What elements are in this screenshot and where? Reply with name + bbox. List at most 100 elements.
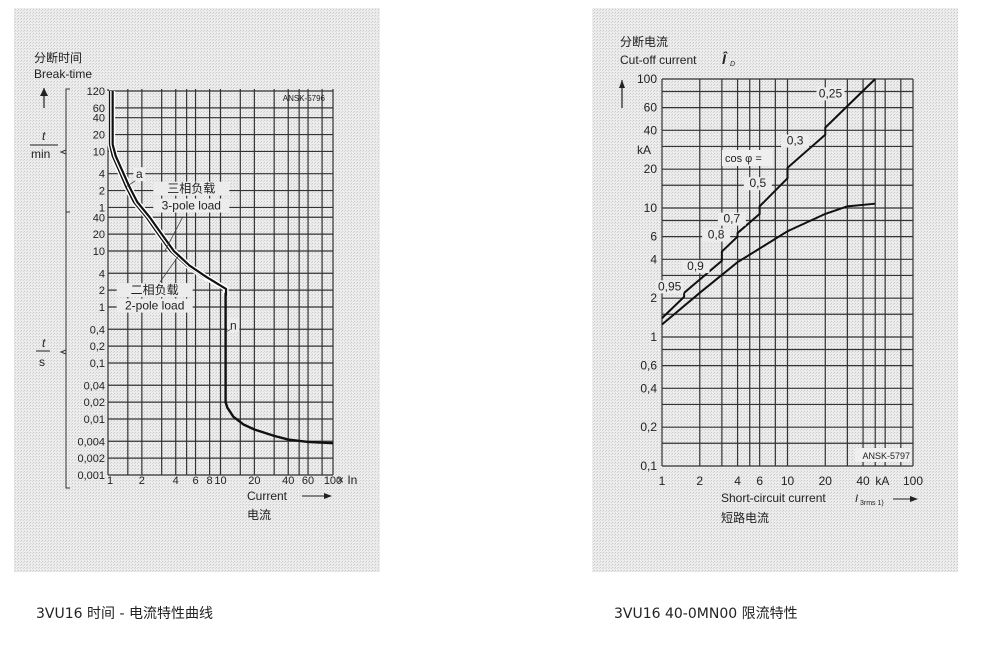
x-tick-label: 10 [214,475,226,487]
y-tick-label: 2 [99,186,105,198]
y-tick-label: 0,2 [90,341,105,353]
right-title-cn: 分断电流 [620,34,668,49]
x-tick-label: 2 [139,475,145,487]
cos-phi-value-bg [781,134,810,148]
y-tick-label: 0,04 [84,380,105,392]
left-chart-code: ANSK-5796 [283,94,326,103]
x-tick-label: 100 [324,475,342,487]
cos-phi-value-bg [743,177,772,191]
left-chart-caption: 3VU16 时间 - 电流特性曲线 [36,606,213,622]
annotation-bg [116,283,193,298]
cos-phi-label-box [722,150,772,166]
annotation-bg [153,181,230,196]
x-tick-label: 8 [207,475,213,487]
annotation-label: 三相负载 [167,182,215,196]
x-tick-label: 1 [107,475,113,487]
x-tick-label: 4 [734,474,741,488]
y-tick-label: 10 [644,201,658,215]
x-tick-label: 10 [781,474,795,488]
annotation-bg [227,318,240,333]
y-tick-label: 40 [644,123,658,137]
x-tick-label: 40 [282,475,294,487]
annotation-bg [133,167,146,182]
right-chart-series [661,78,876,326]
x-tick-label: 2 [696,474,703,488]
y-tick-label: 40 [93,113,105,125]
y-tick-label: 60 [93,103,105,115]
left-chart-series [107,90,334,445]
cos-phi-value: 0,25 [819,86,843,100]
series-line-n [224,292,334,445]
y-tick-label: 4 [99,169,105,181]
y-tick-label: 0,4 [90,324,105,336]
series-line-cut-off [661,78,876,319]
annotation-bg [116,298,193,313]
left-ylabel-min-num: t [42,129,46,143]
y-tick-label: 0,2 [640,420,657,434]
leader-line-n [225,328,231,333]
right-x-arrow-head [910,496,918,502]
left-xlabel-en: Current [247,489,288,503]
right-xlabel-cn: 短路电流 [721,510,769,525]
y-tick-label: 6 [650,230,657,244]
y-tick-label: 0,1 [640,459,657,473]
y-tick-label: 120 [87,86,105,98]
left-chart-ticks: 120604020104214020104210,40,20,10,040,02… [77,86,342,487]
y-tick-label: 1 [99,302,105,314]
right-chart-annotations: 0,95 0,9 0,8 0,7 0,5 0,3 0,25 [655,86,845,294]
left-x-unit: × In [337,473,357,487]
y-tick-label: 1 [650,330,657,344]
cos-phi-value: 0,3 [787,134,804,148]
y-tick-label: 2 [99,285,105,297]
cos-phi-label: cos φ = [725,153,762,165]
right-xlabel-en: Short-circuit current [721,491,826,505]
cos-phi-value-bg [655,280,684,294]
right-ysymbol: Î [722,50,728,67]
annotation-label: 二相负载 [131,283,179,297]
right-chart-grid [661,78,914,467]
right-chart-caption: 3VU16 40-0MN00 限流特性 [614,606,798,622]
left-x-arrow-head [324,493,332,499]
right-y-unit: kA [637,143,651,157]
cos-phi-value: 0,9 [687,259,704,273]
leader-line-2-pole [159,256,179,283]
x-tick-label: 20 [819,474,833,488]
x-tick-label: 6 [756,474,763,488]
y-tick-label: 0,001 [77,470,105,482]
x-tick-label: 6 [192,475,198,487]
right-code-box [855,448,911,462]
x-unit-label: kA [875,474,889,488]
y-tick-label: 0,004 [77,436,105,448]
leader-line-3-pole [164,217,183,252]
y-tick-label: 10 [93,246,105,258]
annotation-bg [153,198,230,213]
cos-phi-value-bg [717,212,746,226]
x-tick-label: 20 [248,475,260,487]
annotation-label: n [230,318,237,332]
cos-phi-value: 0,95 [658,279,682,293]
y-tick-label: 4 [650,252,657,266]
right-xsymbol-sub: 3rms 1) [860,500,884,507]
y-tick-label: 0,02 [84,397,105,409]
right-ysymbol-sub: D [730,61,735,68]
left-xlabel-cn: 电流 [247,508,271,522]
x-tick-label: 100 [903,474,923,488]
annotation-label: 3-pole load [162,199,221,213]
y-tick-label: 4 [99,268,105,280]
left-chart-grid [107,89,334,476]
series-line-2-pole [111,90,228,296]
left-ylabel-s-num: t [42,336,46,350]
y-tick-label: 1 [99,202,105,214]
y-tick-label: 20 [644,162,658,176]
annotation-label: 2-pole load [125,299,184,313]
y-tick-label: 0,6 [640,359,657,373]
y-tick-label: 20 [93,130,105,142]
right-up-arrow-head [619,80,625,88]
x-tick-label: 60 [302,475,314,487]
left-s-bracket [59,211,70,489]
cos-phi-value: 0,8 [708,228,725,242]
left-ylabel-min-den: min [31,147,50,161]
annotation-label: a [136,167,143,181]
left-chart-annotations: a 三相负载 3-pole load 二相负载 2-pole load n [116,167,240,333]
